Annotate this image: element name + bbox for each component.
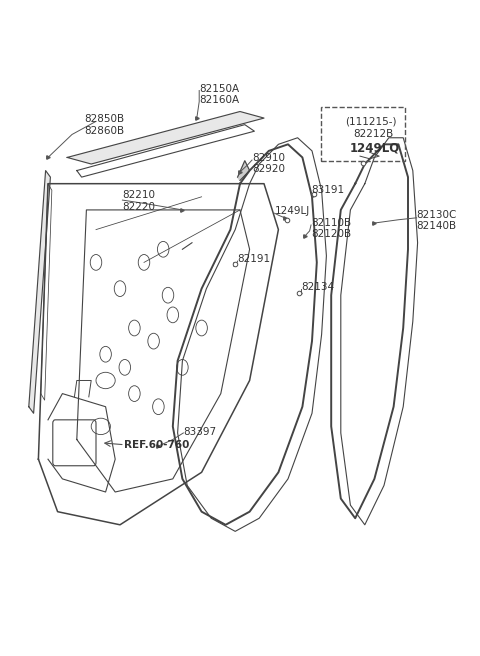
Text: 1249LJ: 1249LJ [275,206,310,216]
Text: 1249LQ: 1249LQ [349,141,400,154]
Text: 82920: 82920 [252,164,285,174]
Text: 82212B: 82212B [353,129,393,140]
Polygon shape [67,112,264,164]
Text: 82220: 82220 [122,201,156,212]
Text: (111215-): (111215-) [346,116,397,127]
Text: 82110B: 82110B [311,218,351,228]
Text: 82134: 82134 [301,282,335,293]
Text: 82140B: 82140B [417,221,457,232]
Text: 82191: 82191 [238,254,271,264]
Text: REF.60-760: REF.60-760 [124,440,189,450]
Text: 82860B: 82860B [84,125,124,136]
Polygon shape [29,171,50,413]
Text: 82910: 82910 [252,153,285,163]
Text: 83191: 83191 [311,185,344,195]
Text: 82150A: 82150A [199,83,240,94]
Text: 82850B: 82850B [84,114,124,125]
Text: 82160A: 82160A [199,94,240,105]
Text: 82130C: 82130C [417,210,457,220]
Polygon shape [238,161,250,180]
Text: 82210: 82210 [122,190,156,201]
Text: 82120B: 82120B [311,229,351,239]
Text: 83397: 83397 [183,426,216,437]
